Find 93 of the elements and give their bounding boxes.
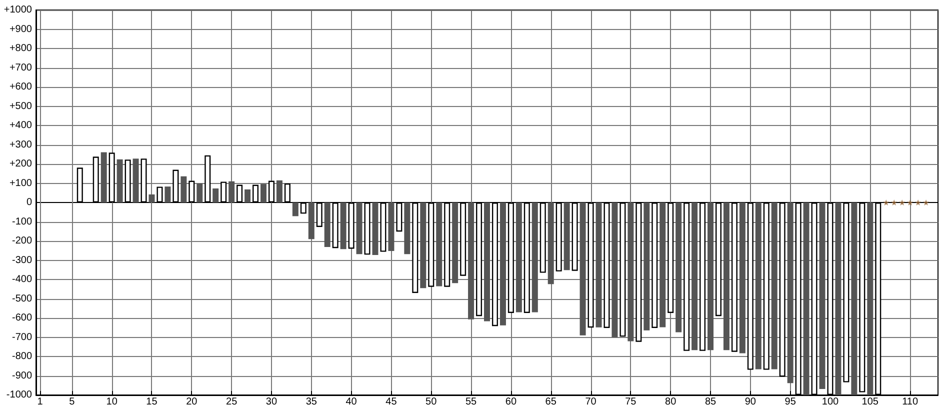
x-tick-label: 90 bbox=[744, 396, 756, 407]
bar bbox=[803, 202, 810, 395]
x-tick-label: 30 bbox=[266, 396, 278, 407]
bar bbox=[308, 202, 314, 240]
bar bbox=[356, 202, 362, 254]
x-tick-label: 70 bbox=[585, 396, 597, 407]
bar bbox=[580, 202, 586, 336]
x-tick-label: 10 bbox=[106, 396, 118, 407]
x-tick-label: 1 bbox=[37, 396, 44, 407]
x-tick-label: 40 bbox=[346, 396, 358, 407]
x-tick-label: 5 bbox=[69, 396, 76, 407]
x-tick-label: 95 bbox=[784, 396, 796, 407]
y-tick-label: +600 bbox=[9, 82, 32, 92]
bar bbox=[755, 202, 762, 370]
x-tick-label: 80 bbox=[665, 396, 677, 407]
bar bbox=[628, 202, 634, 342]
y-tick-label: -700 bbox=[12, 332, 32, 343]
x-tick-label: 50 bbox=[426, 396, 438, 407]
bar bbox=[660, 202, 666, 328]
y-tick-label: -200 bbox=[12, 236, 32, 246]
bar bbox=[548, 202, 554, 284]
bar bbox=[532, 202, 538, 312]
bar bbox=[500, 202, 506, 326]
bar bbox=[723, 202, 730, 350]
bar bbox=[420, 202, 426, 288]
bar bbox=[132, 158, 139, 202]
y-tick-label: -900 bbox=[12, 370, 32, 382]
bar bbox=[692, 202, 698, 350]
x-tick-label: 35 bbox=[306, 396, 318, 407]
bar bbox=[516, 202, 522, 312]
y-tick-label: +1000 bbox=[4, 4, 32, 16]
bar bbox=[324, 202, 330, 247]
x-tick-label: 110 bbox=[902, 396, 918, 407]
bar bbox=[851, 202, 858, 395]
x-tick-label: 55 bbox=[465, 396, 478, 407]
bar bbox=[180, 176, 187, 202]
bar bbox=[276, 180, 282, 202]
bar bbox=[212, 188, 219, 202]
bar bbox=[100, 152, 107, 202]
bar bbox=[708, 202, 714, 350]
y-tick-label: -1000 bbox=[6, 390, 32, 400]
x-tick-label: 20 bbox=[186, 396, 198, 407]
bar bbox=[676, 202, 682, 332]
bar bbox=[835, 202, 842, 395]
x-tick-label: 15 bbox=[146, 396, 158, 407]
x-tick-label: 75 bbox=[625, 396, 637, 407]
y-tick-label: -100 bbox=[12, 216, 32, 228]
y-tick-label: -800 bbox=[12, 351, 32, 362]
bar bbox=[468, 202, 474, 320]
bar bbox=[644, 202, 650, 330]
y-tick-label: +800 bbox=[9, 43, 32, 54]
y-tick-label: +200 bbox=[9, 158, 32, 170]
bar bbox=[612, 202, 618, 338]
bar bbox=[739, 202, 746, 354]
x-tick-label: 105 bbox=[862, 396, 879, 407]
y-tick-label: +100 bbox=[9, 178, 32, 189]
x-tick-label: 65 bbox=[545, 396, 557, 407]
bar bbox=[164, 186, 171, 202]
bar bbox=[771, 202, 778, 370]
bar bbox=[148, 194, 155, 202]
bar bbox=[340, 202, 346, 250]
bar bbox=[388, 202, 394, 252]
y-tick-label: -500 bbox=[12, 293, 32, 304]
y-tick-label: +900 bbox=[9, 24, 32, 35]
bar bbox=[596, 202, 602, 328]
bar bbox=[244, 189, 251, 202]
x-tick-label: 85 bbox=[704, 396, 717, 407]
bar bbox=[867, 202, 874, 395]
y-tick-label: +700 bbox=[9, 62, 32, 74]
bar bbox=[787, 202, 794, 384]
bar bbox=[372, 202, 378, 256]
x-tick-label: 60 bbox=[505, 396, 517, 407]
bar bbox=[196, 183, 203, 202]
bar bbox=[452, 202, 458, 284]
y-tick-label: +500 bbox=[9, 100, 32, 112]
x-tick-label: 45 bbox=[386, 396, 398, 407]
bar bbox=[436, 202, 442, 286]
bar bbox=[404, 202, 410, 254]
bar bbox=[564, 202, 570, 270]
x-tick-label: 25 bbox=[226, 396, 238, 407]
y-tick-label: -600 bbox=[12, 312, 32, 324]
bar bbox=[484, 202, 490, 322]
y-tick-label: 0 bbox=[26, 197, 32, 208]
y-tick-label: +300 bbox=[9, 139, 32, 150]
bar bbox=[260, 184, 266, 202]
y-tick-label: -300 bbox=[12, 254, 32, 266]
bar bbox=[228, 181, 235, 202]
bar bbox=[116, 159, 123, 202]
bar bbox=[819, 202, 826, 390]
y-tick-label: +400 bbox=[9, 120, 32, 131]
bar bbox=[292, 202, 298, 216]
x-tick-label: 100 bbox=[822, 396, 840, 407]
y-tick-label: -400 bbox=[12, 274, 32, 285]
